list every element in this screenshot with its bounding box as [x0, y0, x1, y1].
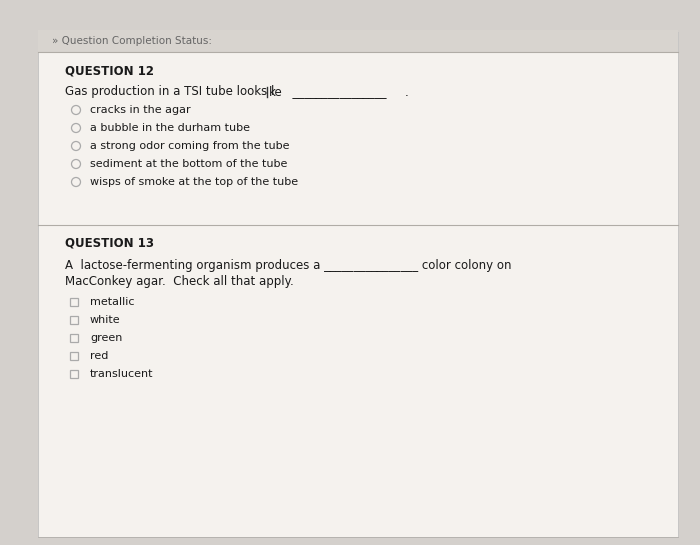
Bar: [70, 370, 78, 378]
Text: wisps of smoke at the top of the tube: wisps of smoke at the top of the tube: [90, 177, 298, 187]
Text: red: red: [90, 351, 108, 361]
Text: sediment at the bottom of the tube: sediment at the bottom of the tube: [90, 159, 288, 169]
Text: ________________: ________________: [285, 86, 386, 99]
Text: a strong odor coming from the tube: a strong odor coming from the tube: [90, 141, 290, 151]
Bar: [70, 352, 78, 360]
Text: a bubble in the durham tube: a bubble in the durham tube: [90, 123, 250, 133]
Text: ke: ke: [269, 86, 283, 99]
FancyBboxPatch shape: [38, 30, 678, 52]
Text: MacConkey agar.  Check all that apply.: MacConkey agar. Check all that apply.: [65, 276, 294, 288]
Text: cracks in the agar: cracks in the agar: [90, 105, 190, 115]
Text: A  lactose-fermenting organism produces a ________________ color colony on: A lactose-fermenting organism produces a…: [65, 258, 512, 271]
Bar: [70, 334, 78, 342]
FancyBboxPatch shape: [38, 32, 678, 537]
Bar: [70, 316, 78, 324]
Text: QUESTION 13: QUESTION 13: [65, 237, 154, 250]
Bar: [70, 298, 78, 306]
Text: .: .: [405, 86, 409, 99]
FancyBboxPatch shape: [0, 0, 700, 15]
Text: green: green: [90, 333, 122, 343]
Text: Gas production in a TSI tube looks l: Gas production in a TSI tube looks l: [65, 86, 274, 99]
Text: translucent: translucent: [90, 369, 153, 379]
Text: » Question Completion Status:: » Question Completion Status:: [52, 36, 212, 46]
Text: QUESTION 12: QUESTION 12: [65, 64, 154, 77]
Text: white: white: [90, 315, 120, 325]
Text: metallic: metallic: [90, 297, 134, 307]
